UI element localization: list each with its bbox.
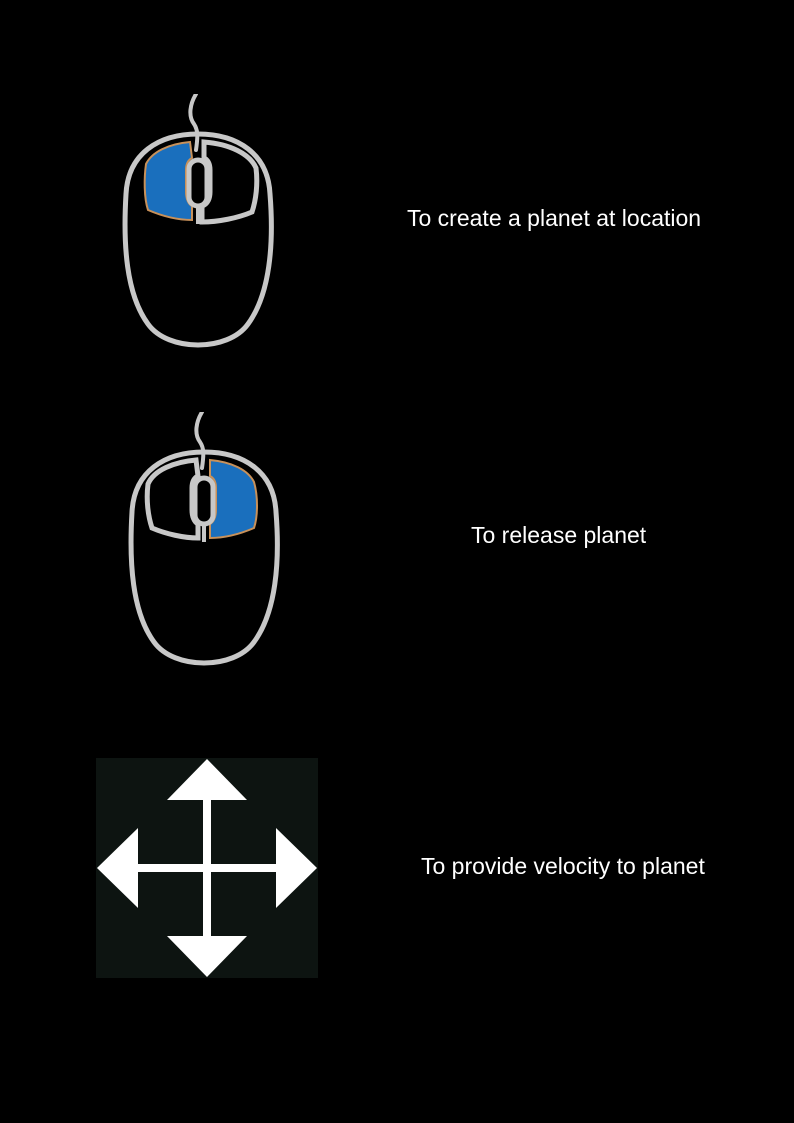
- move-arrows-icon: [96, 758, 318, 978]
- instruction-release-planet: To release planet: [471, 522, 647, 548]
- instruction-create-planet: To create a planet at location: [407, 205, 702, 231]
- mouse-left-click-icon: [118, 92, 278, 354]
- mouse-right-click-icon: [124, 410, 284, 672]
- instruction-provide-velocity: To provide velocity to planet: [421, 853, 705, 879]
